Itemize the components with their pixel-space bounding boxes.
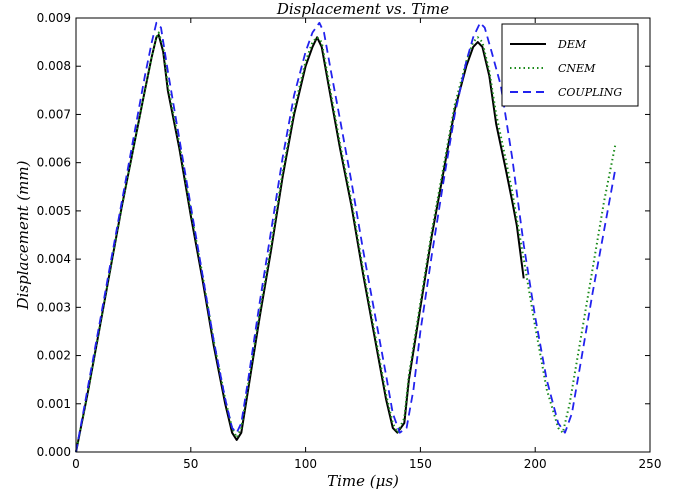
y-tick-label: 0.004 — [37, 252, 71, 266]
y-axis: 0.000 0.001 0.002 0.003 0.004 0.005 0.006 0.007… — [37, 11, 650, 459]
x-tick-label: 50 — [183, 457, 198, 471]
series-line-cnem — [75, 31, 617, 453]
legend: DEM CNEM COUPLING — [501, 23, 639, 107]
y-tick-label: 0.007 — [37, 107, 71, 121]
y-tick-label: 0.003 — [37, 300, 71, 314]
y-tick-label: 0.001 — [37, 397, 71, 411]
plot-frame — [75, 17, 651, 453]
y-tick-label: 0.005 — [37, 204, 71, 218]
y-tick-label: 0.008 — [37, 59, 71, 73]
legend-label-coupling: COUPLING — [558, 86, 622, 99]
x-tick-label: 0 — [72, 457, 80, 471]
legend-label-cnem: CNEM — [558, 62, 596, 75]
series-line-coupling — [75, 21, 617, 453]
chart-title: Displacement vs. Time — [276, 0, 449, 18]
y-tick-label: 0.006 — [37, 156, 71, 170]
x-axis: 0 50 100 150 200 250 — [72, 18, 661, 471]
series-line-dem — [75, 33, 525, 453]
y-tick-label: 0.000 — [37, 445, 71, 459]
x-tick-label: 150 — [409, 457, 432, 471]
series-layer — [75, 21, 617, 453]
y-tick-label: 0.002 — [37, 349, 71, 363]
x-tick-label: 250 — [639, 457, 662, 471]
x-tick-label: 100 — [294, 457, 317, 471]
legend-label-dem: DEM — [557, 38, 587, 51]
y-tick-label: 0.009 — [37, 11, 71, 25]
x-axis-label: Time (μs) — [327, 472, 399, 490]
y-axis-label: Displacement (mm) — [14, 160, 32, 310]
x-tick-label: 200 — [524, 457, 547, 471]
